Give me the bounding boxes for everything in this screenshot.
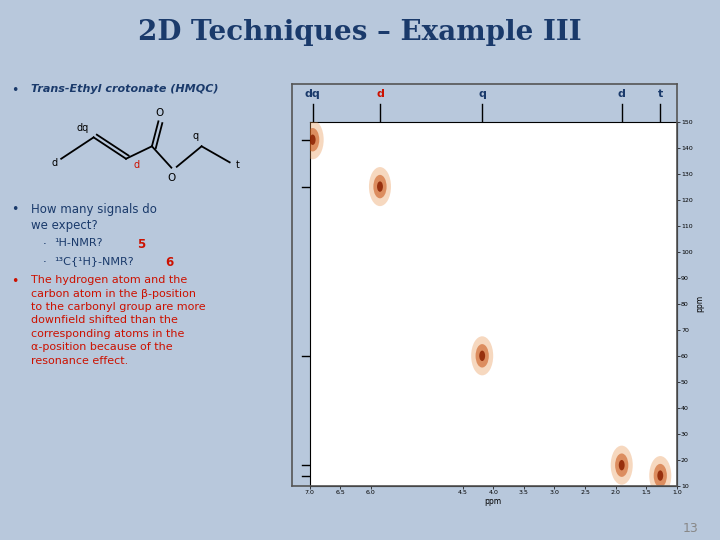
Text: ¹³C{¹H}-NMR?: ¹³C{¹H}-NMR?	[54, 256, 134, 267]
Text: d: d	[52, 158, 58, 168]
Text: How many signals do
we expect?: How many signals do we expect?	[31, 202, 157, 233]
Text: q: q	[192, 131, 198, 141]
Text: t: t	[657, 89, 663, 99]
Text: t: t	[235, 160, 239, 170]
Text: The hydrogen atom and the
carbon atom in the β-position
to the carbonyl group ar: The hydrogen atom and the carbon atom in…	[31, 275, 206, 366]
Text: d: d	[134, 160, 140, 170]
Text: dq: dq	[305, 89, 320, 99]
Ellipse shape	[611, 446, 633, 485]
Ellipse shape	[471, 336, 493, 375]
Text: O: O	[167, 173, 176, 183]
Ellipse shape	[369, 167, 391, 206]
Ellipse shape	[377, 181, 383, 192]
Text: O: O	[156, 108, 163, 118]
Text: 6: 6	[166, 256, 174, 269]
Ellipse shape	[310, 134, 315, 145]
Text: q: q	[478, 89, 486, 99]
Text: •: •	[11, 275, 18, 288]
Text: ¹H-NMR?: ¹H-NMR?	[54, 238, 102, 248]
Text: ·: ·	[43, 256, 47, 269]
Ellipse shape	[476, 344, 489, 368]
Text: 5: 5	[137, 238, 145, 251]
Text: d: d	[376, 89, 384, 99]
Ellipse shape	[618, 460, 625, 470]
Text: 2D Techniques – Example III: 2D Techniques – Example III	[138, 19, 582, 46]
Ellipse shape	[374, 175, 387, 198]
Y-axis label: ppm: ppm	[696, 295, 704, 312]
Text: ·: ·	[43, 238, 47, 251]
X-axis label: ppm: ppm	[485, 497, 502, 505]
Ellipse shape	[649, 456, 671, 495]
Text: dq: dq	[76, 123, 89, 133]
Text: •: •	[11, 84, 18, 97]
Text: •: •	[11, 202, 18, 215]
Ellipse shape	[657, 470, 663, 481]
Text: Trans-Ethyl crotonate (HMQC): Trans-Ethyl crotonate (HMQC)	[31, 84, 218, 94]
Text: d: d	[618, 89, 626, 99]
Text: 13: 13	[683, 522, 698, 535]
Ellipse shape	[615, 454, 629, 477]
Ellipse shape	[302, 120, 324, 159]
Ellipse shape	[480, 350, 485, 361]
Ellipse shape	[654, 464, 667, 487]
Ellipse shape	[306, 128, 319, 151]
